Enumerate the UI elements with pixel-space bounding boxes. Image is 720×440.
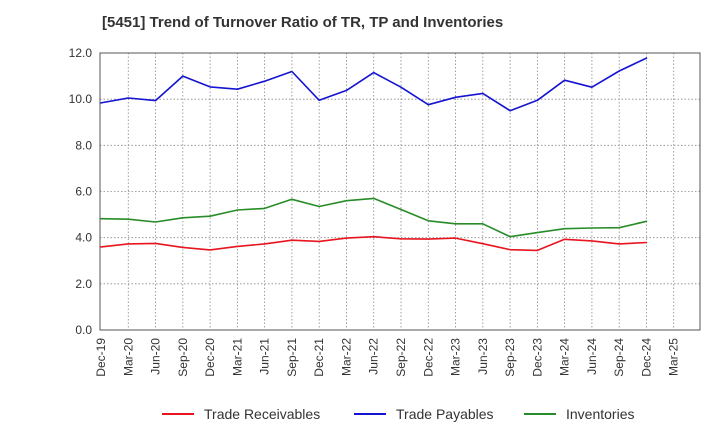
chart-title: [5451] Trend of Turnover Ratio of TR, TP… xyxy=(102,14,504,31)
y-tick-label: 6.0 xyxy=(75,185,92,199)
legend-label-trade-receivables: Trade Receivables xyxy=(204,406,320,422)
x-tick-label: Dec-23 xyxy=(530,338,544,377)
y-tick-label: 8.0 xyxy=(75,138,92,152)
legend-label-inventories: Inventories xyxy=(566,406,634,422)
legend-label-trade-payables: Trade Payables xyxy=(396,406,494,422)
x-tick-label: Sep-24 xyxy=(612,338,626,377)
x-tick-label: Dec-20 xyxy=(203,338,217,377)
x-tick-label: Jun-23 xyxy=(476,338,490,375)
plot-area xyxy=(100,53,700,330)
y-tick-label: 4.0 xyxy=(75,231,92,245)
y-tick-label: 10.0 xyxy=(69,92,93,106)
x-tick-label: Jun-21 xyxy=(258,338,272,375)
series-line-trade-payables xyxy=(100,57,648,112)
x-tick-label: Mar-23 xyxy=(449,338,463,376)
plot-frame xyxy=(99,52,701,331)
x-tick-label: Jun-20 xyxy=(149,338,163,375)
x-tick-label: Jun-22 xyxy=(367,338,381,375)
x-tick-label: Dec-19 xyxy=(94,338,108,377)
series-line-inventories xyxy=(100,197,648,238)
x-tick-label: Mar-24 xyxy=(558,338,572,376)
x-tick-label: Dec-22 xyxy=(421,338,435,377)
x-tick-label: Jun-24 xyxy=(585,338,599,375)
x-tick-label: Dec-21 xyxy=(312,338,326,377)
x-tick-label: Mar-25 xyxy=(667,338,681,376)
y-tick-label: 0.0 xyxy=(75,323,92,337)
y-tick-label: 2.0 xyxy=(75,277,92,291)
x-tick-label: Sep-22 xyxy=(394,338,408,377)
x-tick-label: Sep-23 xyxy=(503,338,517,377)
x-tick-label: Dec-24 xyxy=(639,338,653,377)
x-tick-label: Sep-21 xyxy=(285,338,299,377)
x-tick-label: Mar-22 xyxy=(339,338,353,376)
x-tick-label: Mar-20 xyxy=(121,338,135,376)
y-tick-label: 12.0 xyxy=(69,46,93,60)
x-tick-label: Sep-20 xyxy=(176,338,190,377)
x-tick-label: Mar-21 xyxy=(230,338,244,376)
series-line-trade-receivables xyxy=(100,235,648,252)
